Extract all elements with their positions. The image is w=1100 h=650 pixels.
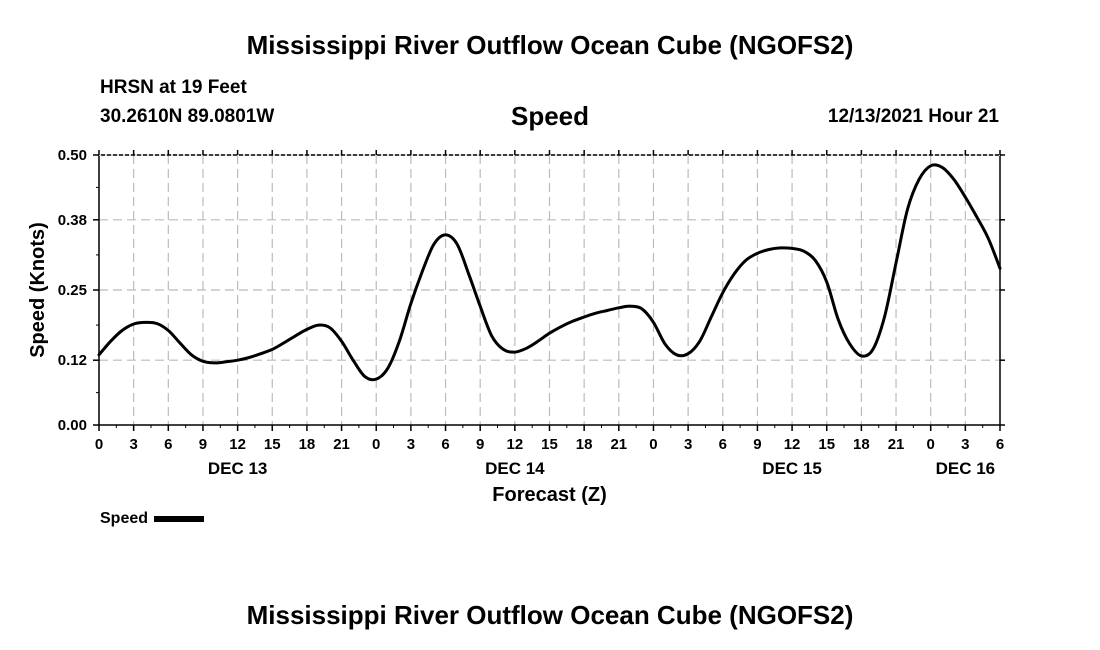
x-tick-label: 21 [333, 436, 350, 453]
x-tick-label: 0 [372, 436, 380, 453]
x-tick-label: 0 [95, 436, 103, 453]
x-tick-label: 6 [996, 436, 1004, 453]
x-tick-label: 9 [199, 436, 207, 453]
x-tick-label: 6 [164, 436, 172, 453]
x-tick-label: 12 [507, 436, 524, 453]
legend-label: Speed [100, 510, 149, 527]
x-tick-label: 9 [753, 436, 761, 453]
day-label: DEC 14 [485, 459, 545, 478]
x-tick-label: 3 [407, 436, 415, 453]
y-tick-label: 0.25 [58, 282, 87, 299]
x-tick-label: 12 [229, 436, 246, 453]
coordinates-label: 30.2610N 89.0801W [100, 106, 275, 127]
x-tick-label: 0 [927, 436, 935, 453]
x-tick-label: 15 [541, 436, 558, 453]
x-tick-label: 3 [684, 436, 692, 453]
footer-title: Mississippi River Outflow Ocean Cube (NG… [246, 600, 854, 630]
day-label: DEC 13 [208, 459, 268, 478]
x-tick-label: 18 [576, 436, 593, 453]
speed-series-line [97, 163, 1002, 382]
x-tick-label: 3 [961, 436, 969, 453]
datetime-label: 12/13/2021 Hour 21 [827, 106, 999, 127]
x-tick-label: 21 [610, 436, 627, 453]
x-tick-label: 12 [784, 436, 801, 453]
x-axis-title: Forecast (Z) [492, 484, 606, 506]
legend-swatch [154, 516, 205, 522]
chart-title: Mississippi River Outflow Ocean Cube (NG… [246, 30, 854, 60]
x-tick-label: 6 [719, 436, 727, 453]
axis-ticks [93, 150, 1005, 431]
x-tick-label: 15 [818, 436, 835, 453]
axis-labels: 0 3 6 9 12 15 18 21 0 3 6 9 12 15 18 21 0 3 6 9 12 15 18 21 0 3 6 0… [58, 147, 1004, 478]
y-tick-label: 0.00 [58, 417, 87, 434]
y-tick-label: 0.50 [58, 147, 87, 164]
x-tick-label: 0 [649, 436, 657, 453]
legend: Speed [100, 510, 205, 528]
x-tick-label: 9 [476, 436, 484, 453]
chart-subtitle: Speed [510, 101, 590, 131]
x-tick-label: 18 [299, 436, 316, 453]
x-tick-label: 21 [888, 436, 905, 453]
x-tick-label: 6 [441, 436, 449, 453]
x-tick-label: 15 [264, 436, 281, 453]
grid [99, 154, 1000, 425]
y-tick-label: 0.12 [58, 352, 87, 369]
day-label: DEC 16 [936, 459, 996, 478]
x-tick-label: 18 [853, 436, 870, 453]
y-axis-title: Speed (Knots) [27, 222, 49, 358]
station-label: HRSN at 19 Feet [100, 77, 247, 98]
x-tick-label: 3 [129, 436, 137, 453]
day-label: DEC 15 [762, 459, 822, 478]
y-tick-label: 0.38 [58, 212, 87, 229]
